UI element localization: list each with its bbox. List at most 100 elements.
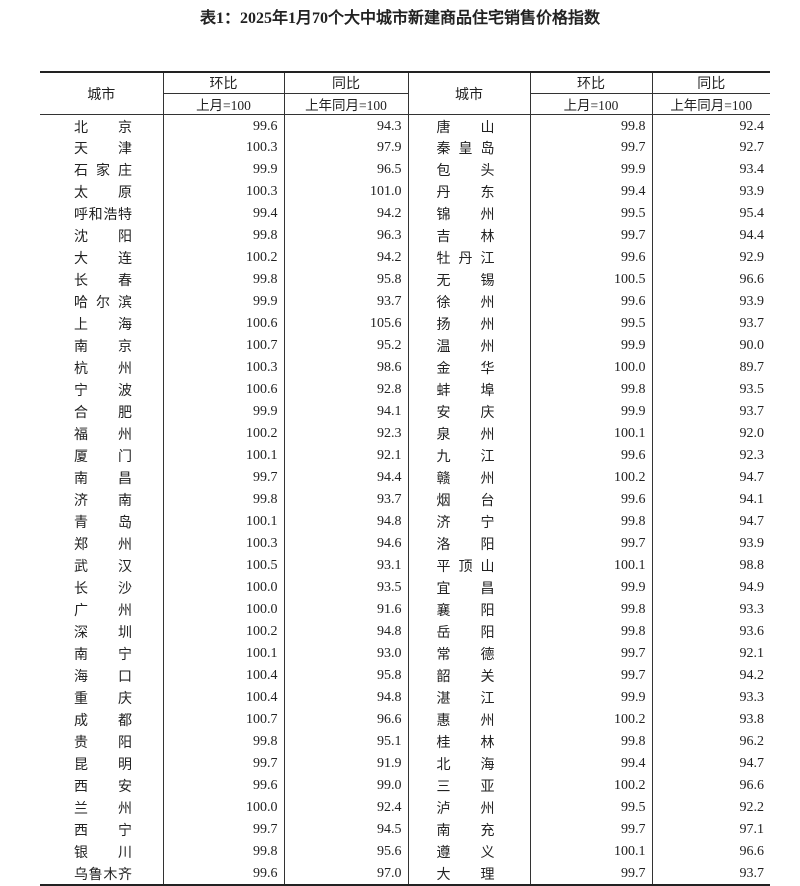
yoy-value-right: 93.4 (651, 159, 770, 181)
table-row: 乌鲁木齐 99.6 97.0 大理 99.7 93.7 (40, 863, 770, 885)
city-name: 乌鲁木齐 (74, 867, 132, 883)
yoy-value-left: 96.3 (283, 225, 408, 247)
yoy-value-left: 91.6 (283, 599, 408, 621)
city-name: 呼和浩特 (74, 208, 132, 223)
city-cell-right: 大理 (407, 863, 530, 885)
yoy-value-right: 98.8 (651, 555, 770, 577)
mom-value-right: 100.2 (529, 775, 652, 797)
mom-value-left: 99.9 (162, 291, 284, 313)
city-cell-right: 韶关 (407, 665, 530, 687)
city-name: 丹东 (436, 186, 495, 201)
city-cell-right: 襄阳 (407, 599, 530, 621)
city-cell-right: 金华 (407, 357, 530, 379)
mom-value-left: 100.2 (162, 423, 284, 445)
mom-value-left: 100.3 (162, 357, 284, 379)
city-cell-left: 大连 (40, 247, 163, 269)
mom-value-left: 99.6 (162, 863, 284, 885)
yoy-value-right: 94.7 (651, 467, 770, 489)
mom-value-right: 99.7 (529, 665, 652, 687)
header-yoy-right: 同比 (651, 72, 770, 94)
table-row: 兰州 100.0 92.4 泸州 99.5 92.2 (40, 797, 770, 819)
header-city-right: 城市 (407, 72, 530, 115)
table-row: 南京 100.7 95.2 温州 99.9 90.0 (40, 335, 770, 357)
yoy-value-left: 91.9 (283, 753, 408, 775)
city-cell-left: 厦门 (40, 445, 163, 467)
table-row: 太原 100.3 101.0 丹东 99.4 93.9 (40, 181, 770, 203)
mom-value-right: 99.6 (529, 489, 652, 511)
city-cell-left: 南京 (40, 335, 163, 357)
table-row: 哈尔滨 99.9 93.7 徐州 99.6 93.9 (40, 291, 770, 313)
city-cell-right: 泸州 (407, 797, 530, 819)
mom-value-right: 100.2 (529, 709, 652, 731)
yoy-value-right: 96.6 (651, 269, 770, 291)
city-cell-left: 兰州 (40, 797, 163, 819)
city-name: 海口 (74, 670, 132, 685)
yoy-value-left: 93.1 (283, 555, 408, 577)
city-name: 济南 (74, 494, 132, 509)
yoy-value-right: 93.7 (651, 401, 770, 423)
mom-value-right: 99.6 (529, 247, 652, 269)
yoy-value-right: 96.2 (651, 731, 770, 753)
city-name: 银川 (74, 846, 132, 861)
mom-value-left: 100.6 (162, 313, 284, 335)
city-name: 石家庄 (74, 164, 132, 179)
yoy-value-right: 95.4 (651, 203, 770, 225)
city-cell-left: 南昌 (40, 467, 163, 489)
city-cell-right: 九江 (407, 445, 530, 467)
table-row: 成都 100.7 96.6 惠州 100.2 93.8 (40, 709, 770, 731)
mom-value-left: 99.7 (162, 753, 284, 775)
mom-value-left: 100.0 (162, 577, 284, 599)
table-body: 北京 99.6 94.3 唐山 99.8 92.4 天津 100.3 97.9 秦皇岛 99.7 92… (40, 114, 770, 885)
yoy-value-left: 101.0 (283, 181, 408, 203)
city-name: 南昌 (74, 472, 132, 487)
yoy-value-left: 94.8 (283, 687, 408, 709)
city-name: 温州 (436, 340, 495, 355)
yoy-value-left: 94.5 (283, 819, 408, 841)
city-name: 沈阳 (74, 230, 132, 245)
table-row: 沈阳 99.8 96.3 吉林 99.7 94.4 (40, 225, 770, 247)
yoy-value-left: 92.1 (283, 445, 408, 467)
mom-value-left: 100.2 (162, 247, 284, 269)
yoy-value-right: 94.4 (651, 225, 770, 247)
mom-value-right: 99.7 (529, 863, 652, 885)
city-cell-right: 牡丹江 (407, 247, 530, 269)
city-cell-left: 青岛 (40, 511, 163, 533)
yoy-value-left: 94.8 (283, 511, 408, 533)
city-cell-left: 西宁 (40, 819, 163, 841)
mom-value-left: 100.0 (162, 599, 284, 621)
city-name: 重庆 (74, 692, 132, 707)
city-name: 昆明 (74, 758, 132, 773)
city-cell-right: 泉州 (407, 423, 530, 445)
mom-value-right: 99.4 (529, 753, 652, 775)
mom-value-left: 99.8 (162, 225, 284, 247)
mom-value-right: 99.6 (529, 291, 652, 313)
city-name: 广州 (74, 604, 132, 619)
yoy-value-left: 92.3 (283, 423, 408, 445)
city-cell-right: 赣州 (407, 467, 530, 489)
mom-value-left: 100.3 (162, 137, 284, 159)
yoy-value-left: 94.3 (283, 114, 408, 137)
yoy-value-right: 93.5 (651, 379, 770, 401)
city-name: 岳阳 (436, 626, 495, 641)
city-name: 杭州 (74, 362, 132, 377)
city-cell-left: 上海 (40, 313, 163, 335)
city-cell-right: 秦皇岛 (407, 137, 530, 159)
city-name: 南宁 (74, 648, 132, 663)
city-cell-left: 太原 (40, 181, 163, 203)
city-name: 北海 (436, 758, 495, 773)
yoy-value-left: 93.7 (283, 489, 408, 511)
table-row: 大连 100.2 94.2 牡丹江 99.6 92.9 (40, 247, 770, 269)
city-cell-right: 遵义 (407, 841, 530, 863)
table-row: 深圳 100.2 94.8 岳阳 99.8 93.6 (40, 621, 770, 643)
city-name: 长沙 (74, 582, 132, 597)
city-cell-right: 吉林 (407, 225, 530, 247)
yoy-value-left: 95.2 (283, 335, 408, 357)
city-name: 惠州 (436, 714, 495, 729)
city-name: 扬州 (436, 318, 495, 333)
city-name: 贵阳 (74, 736, 132, 751)
mom-value-right: 99.8 (529, 731, 652, 753)
city-cell-right: 桂林 (407, 731, 530, 753)
header-mom-right: 环比 (529, 72, 652, 94)
city-name: 泸州 (436, 802, 495, 817)
yoy-value-right: 94.9 (651, 577, 770, 599)
